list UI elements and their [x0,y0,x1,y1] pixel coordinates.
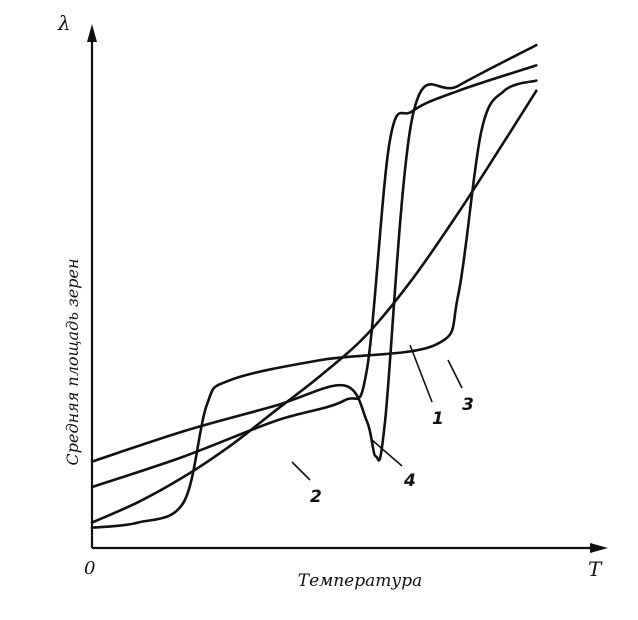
series-1-leader [409,344,433,403]
series-1-label: 1 [432,409,444,429]
series-4-label: 4 [403,471,416,491]
series-2-leader [291,461,311,481]
series-1-curve [90,89,538,524]
series-4-curve [90,43,538,463]
y-axis-end-label: λ [57,11,71,35]
series-4-leader [371,439,403,467]
y-axis-label: Средняя площадь зерен [63,259,82,466]
y-axis-arrow [87,24,97,42]
series-3-curve [90,79,538,529]
series-2-label: 2 [310,487,322,507]
series-2-curve [90,64,538,489]
x-axis-end-label: T [588,557,603,581]
x-axis-arrow [590,543,608,553]
x-axis-label: Температура [298,571,423,591]
origin-label: 0 [84,558,95,579]
series-3-label: 3 [462,395,474,415]
series-3-leader [447,359,463,389]
